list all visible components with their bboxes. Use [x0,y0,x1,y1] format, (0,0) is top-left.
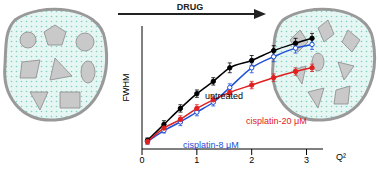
svg-text:1: 1 [194,155,199,165]
html-text:untreated: untreated [205,91,243,101]
html-text:cisplatin-20 μM: cisplatin-20 μM [246,116,307,126]
svg-text:FWHM: FWHM [121,74,131,102]
svg-text:2: 2 [249,155,254,165]
svg-text:3: 3 [304,155,309,165]
svg-text:DRUG: DRUG [177,2,204,12]
svg-text:0: 0 [139,155,144,165]
html-text:Q²: Q² [336,152,346,162]
html-text:cisplatin-8 μM: cisplatin-8 μM [183,140,239,150]
